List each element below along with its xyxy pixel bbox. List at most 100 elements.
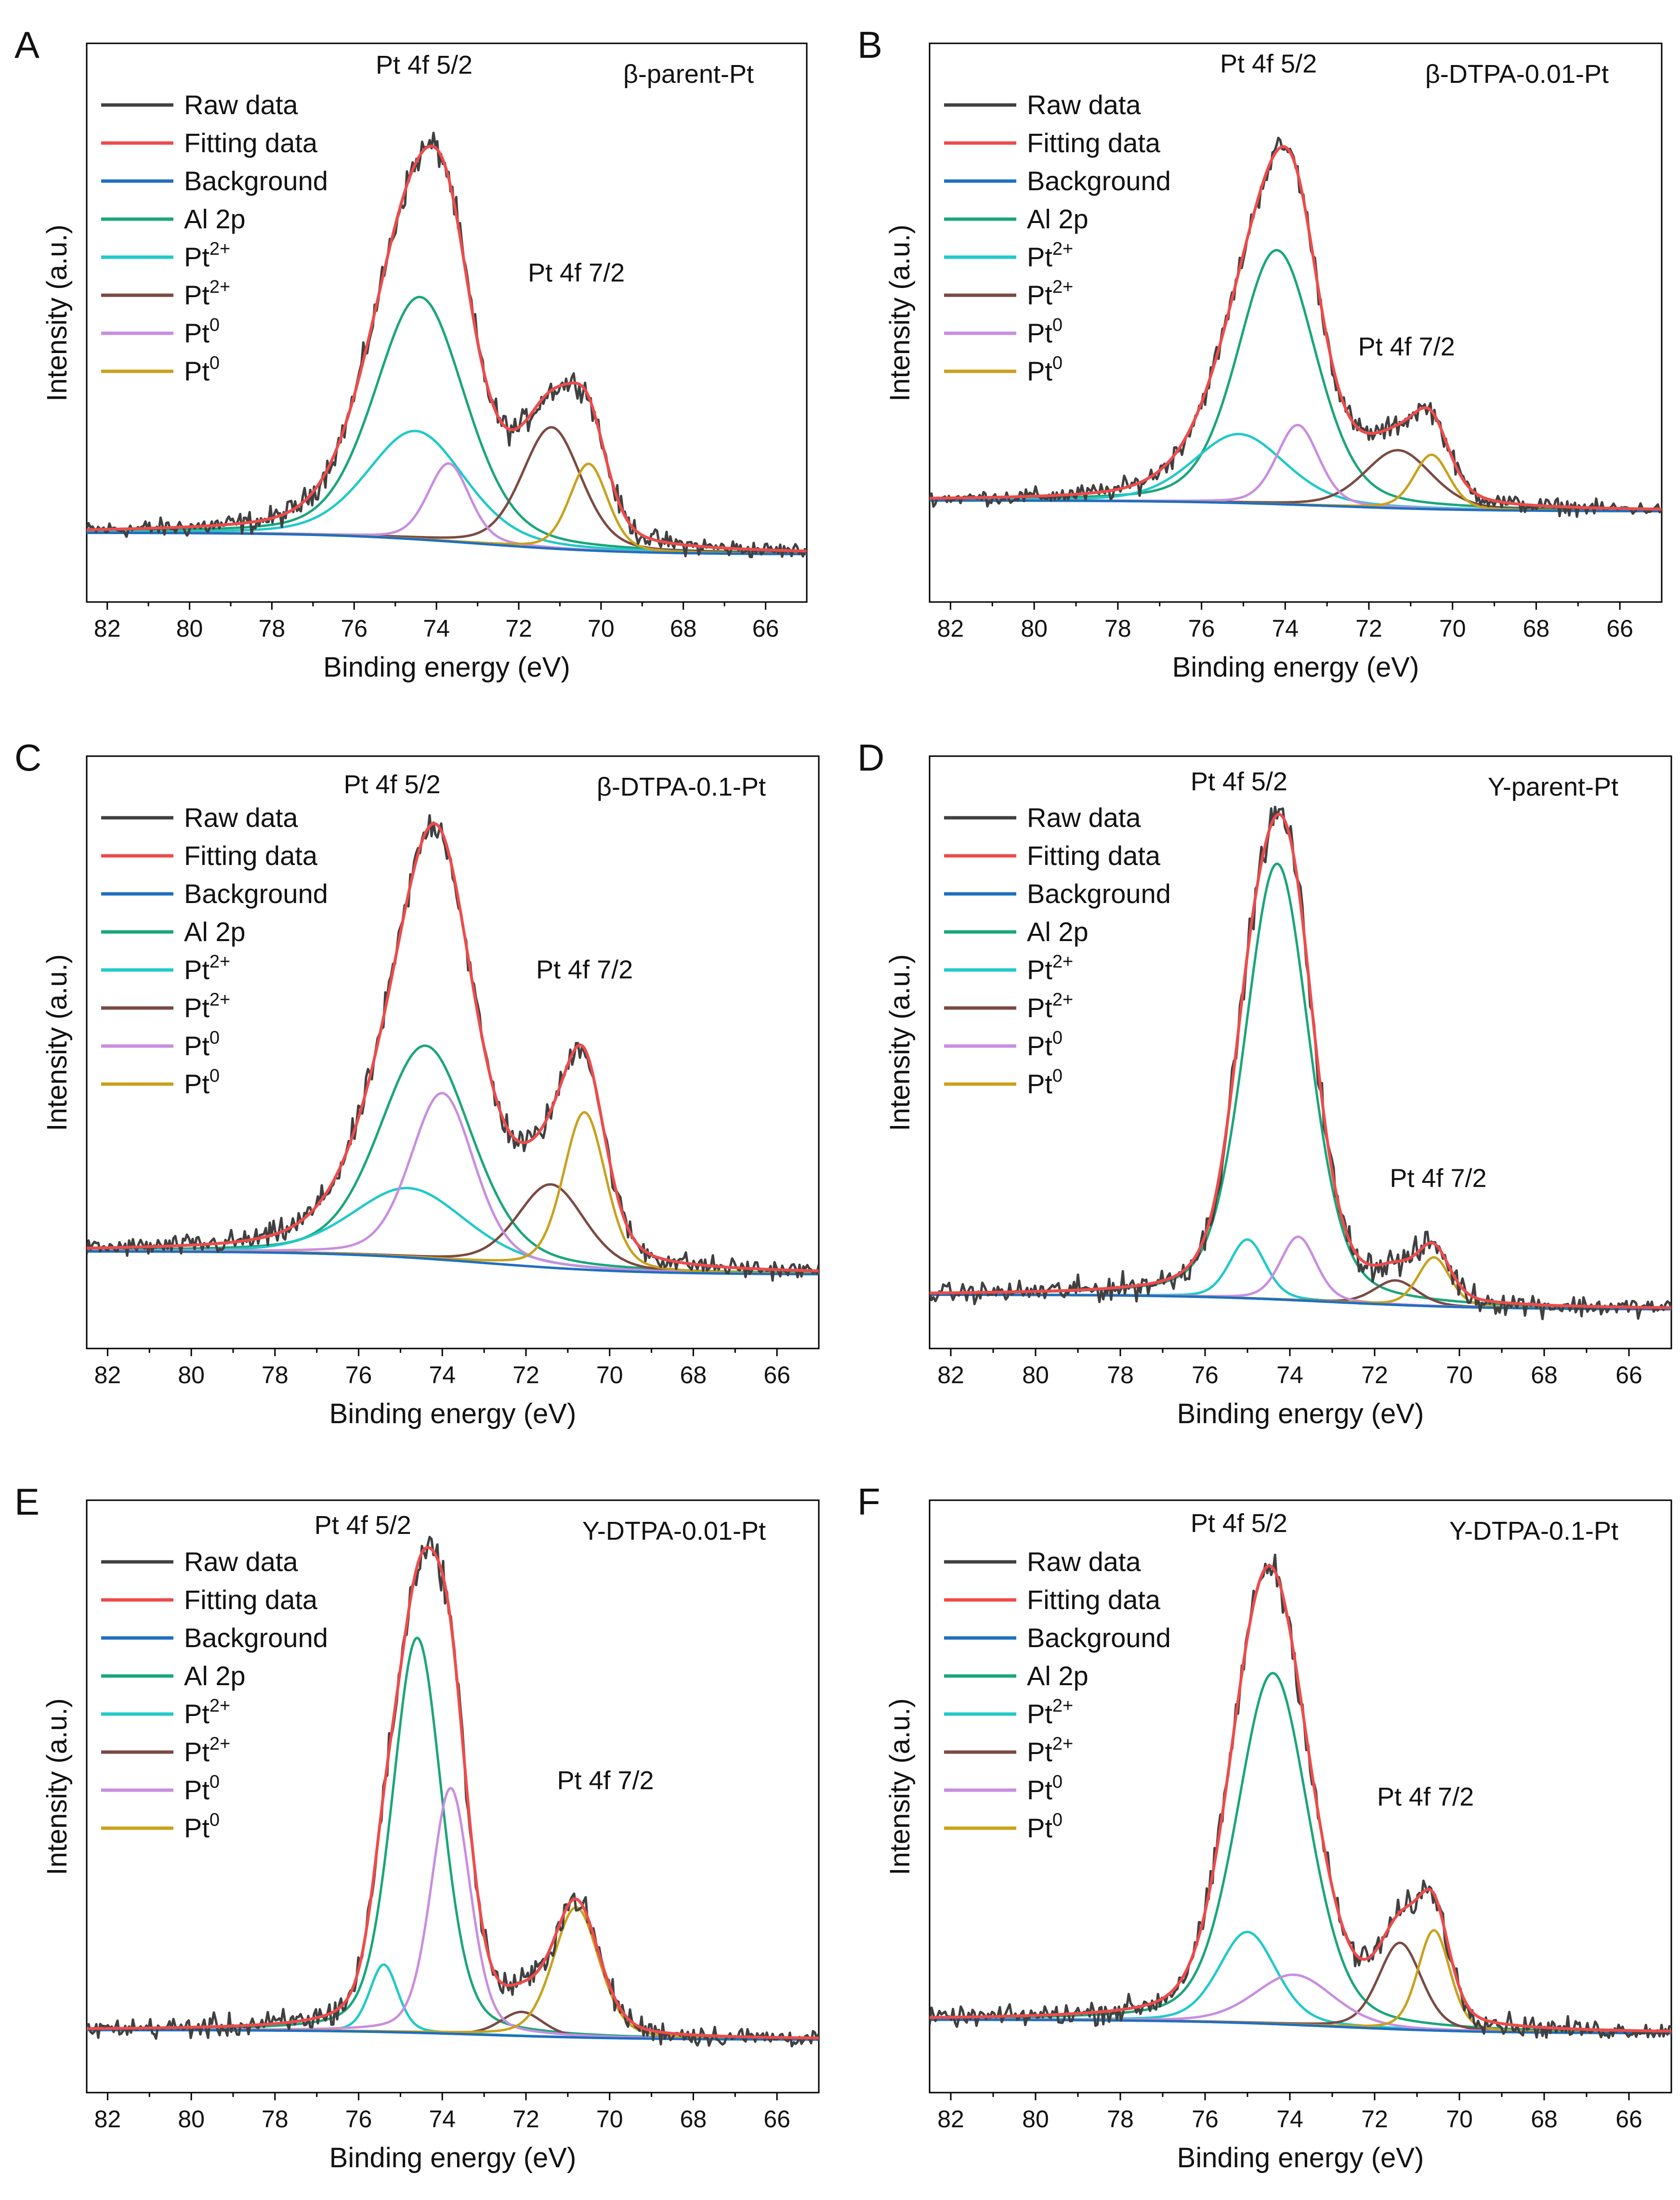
- x-tick-label: 68: [1531, 2106, 1558, 2133]
- curves: [930, 136, 1662, 518]
- legend-label: Raw data: [184, 802, 298, 833]
- x-tick-label: 76: [1192, 2106, 1219, 2133]
- x-tick-label: 82: [937, 615, 964, 642]
- x-tick-label: 66: [763, 2106, 790, 2133]
- legend-label: Fitting data: [184, 1585, 318, 1615]
- x-tick-label: 80: [178, 2106, 205, 2133]
- plot-frame: [86, 1499, 820, 2094]
- peak-annotation-2: Pt 4f 7/2: [557, 1766, 654, 1795]
- panel-letter: F: [857, 1480, 880, 1523]
- x-tick-label: 78: [262, 2106, 289, 2133]
- plot-frame: [929, 42, 1663, 603]
- x-tick-label: 68: [680, 1362, 707, 1388]
- component-pt2-a: [930, 1930, 1671, 2034]
- legend-label: Fitting data: [184, 128, 318, 158]
- peak-annotation-1: Pt 4f 5/2: [376, 51, 472, 79]
- curves: [87, 131, 807, 559]
- legend-label: Pt0: [1027, 353, 1063, 386]
- y-axis-label: Intensity (a.u.): [41, 954, 73, 1131]
- fitting-line: [930, 1564, 1671, 2033]
- curves: [87, 814, 819, 1282]
- panel-C: 82 80 78 76 74 72 70 68 66 Binding energy (eV) Int…: [14, 736, 820, 1429]
- y-axis-label: Intensity (a.u.): [884, 954, 916, 1131]
- sample-title: Y-parent-Pt: [1488, 773, 1618, 801]
- x-tick-label: 82: [937, 1362, 964, 1388]
- x-axis-label: Binding energy (eV): [329, 1398, 577, 1429]
- legend-label: Pt0: [1027, 1066, 1063, 1099]
- legend-label: Fitting data: [184, 840, 318, 871]
- x-tick-label: 74: [429, 1362, 456, 1388]
- legend-label: Al 2p: [1027, 204, 1089, 234]
- peak-annotation-1: Pt 4f 5/2: [1220, 49, 1317, 78]
- legend-label: Al 2p: [184, 204, 246, 234]
- peak-annotation-1: Pt 4f 5/2: [1191, 1509, 1287, 1538]
- peak-annotation-2: Pt 4f 7/2: [1377, 1782, 1474, 1811]
- x-tick-label: 70: [588, 615, 615, 642]
- x-tick-label: 76: [1188, 615, 1215, 642]
- legend-label: Pt2+: [184, 1734, 230, 1767]
- legend-label: Raw data: [1027, 90, 1141, 120]
- legend-label: Pt2+: [1027, 1734, 1073, 1767]
- legend-label: Pt2+: [1027, 277, 1073, 310]
- x-tick-label: 72: [512, 2106, 539, 2133]
- curves: [930, 1553, 1671, 2039]
- fitting-line: [87, 822, 819, 1272]
- legend-label: Fitting data: [1027, 128, 1161, 158]
- component-pt2-a: [87, 430, 807, 555]
- legend-label: Raw data: [184, 1546, 298, 1577]
- x-tick-label: 72: [1361, 1362, 1388, 1388]
- x-tick-label: 78: [259, 615, 286, 642]
- legend-label: Pt0: [1027, 1028, 1063, 1061]
- x-tick-label: 74: [1276, 2106, 1303, 2133]
- x-tick-label: 74: [1276, 1362, 1303, 1388]
- x-tick-label: 68: [670, 615, 697, 642]
- x-tick-label: 66: [763, 1362, 790, 1388]
- peak-annotation-2: Pt 4f 7/2: [1358, 332, 1455, 361]
- x-tick-label: 72: [1361, 2106, 1388, 2133]
- x-tick-label: 78: [1107, 1362, 1134, 1388]
- x-tick-label: 76: [341, 615, 368, 642]
- component-pt2-b: [87, 426, 807, 555]
- x-axis-label: Binding energy (eV): [1177, 1398, 1424, 1429]
- x-tick-label: 72: [512, 1362, 539, 1388]
- x-tick-label: 76: [345, 1362, 372, 1388]
- x-axis-label: Binding energy (eV): [1172, 652, 1419, 683]
- curves: [930, 805, 1671, 1321]
- legend-label: Al 2p: [1027, 917, 1089, 947]
- x-tick-label: 66: [1606, 615, 1633, 642]
- legend-label: Fitting data: [1027, 1585, 1161, 1615]
- panel-letter: B: [857, 24, 882, 66]
- curves: [87, 1535, 819, 2048]
- fitting-line: [87, 144, 807, 553]
- x-tick-label: 74: [1272, 615, 1299, 642]
- x-tick-label: 68: [680, 2106, 707, 2133]
- legend-label: Al 2p: [184, 1661, 246, 1691]
- legend-label: Pt2+: [1027, 990, 1073, 1023]
- legend-label: Background: [184, 878, 328, 909]
- x-tick-label: 82: [94, 615, 121, 642]
- plot-frame: [929, 1499, 1672, 2094]
- x-tick-label: 80: [176, 615, 203, 642]
- x-tick-label: 66: [752, 615, 779, 642]
- legend-label: Pt0: [1027, 315, 1063, 348]
- panel-E: 82 80 78 76 74 72 70 68 66 Binding energy (eV) Int…: [14, 1480, 820, 2174]
- x-tick-label: 66: [1615, 2106, 1642, 2133]
- x-tick-label: 80: [1022, 1362, 1049, 1388]
- x-tick-label: 78: [1104, 615, 1131, 642]
- legend-label: Pt0: [1027, 1810, 1063, 1843]
- x-tick-label: 72: [505, 615, 532, 642]
- sample-title: β-DTPA-0.1-Pt: [597, 773, 766, 801]
- panel-letter: A: [14, 24, 39, 66]
- x-tick-label: 70: [1446, 2106, 1473, 2133]
- legend-label: Pt2+: [1027, 239, 1073, 272]
- x-tick-label: 80: [178, 1362, 205, 1388]
- legend-label: Pt0: [1027, 1772, 1063, 1805]
- sample-title: Y-DTPA-0.1-Pt: [1449, 1517, 1618, 1545]
- component-pt0-a: [87, 1092, 819, 1275]
- x-tick-label: 74: [423, 615, 450, 642]
- legend-label: Fitting data: [1027, 840, 1161, 871]
- peak-annotation-1: Pt 4f 5/2: [343, 770, 440, 799]
- x-tick-label: 68: [1523, 615, 1550, 642]
- y-axis-label: Intensity (a.u.): [884, 1698, 916, 1875]
